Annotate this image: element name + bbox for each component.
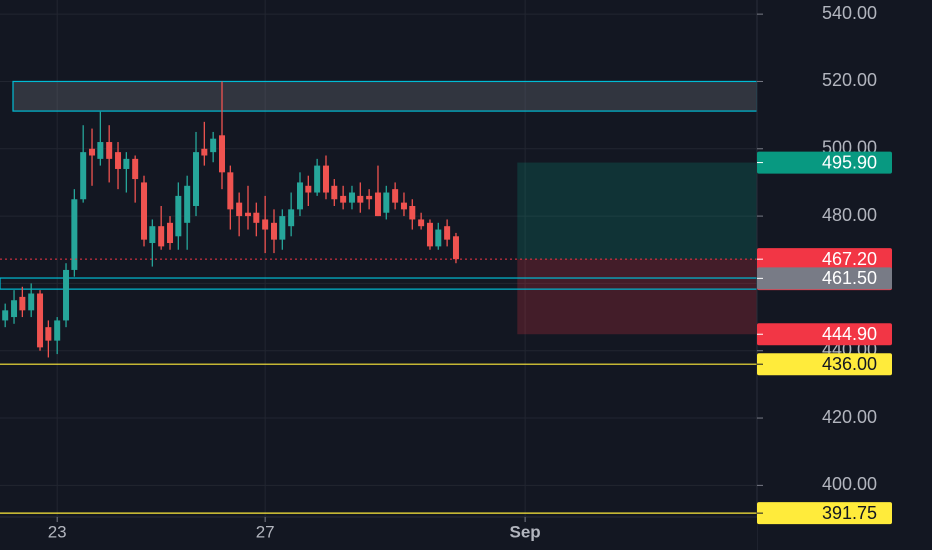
candle-body xyxy=(296,182,303,210)
candle-body xyxy=(331,185,338,200)
candle-body xyxy=(270,222,277,240)
candle-body xyxy=(435,229,442,247)
candle-body xyxy=(236,202,243,217)
price-label-box xyxy=(757,267,892,290)
candle-body xyxy=(314,165,321,193)
candle-body xyxy=(175,195,182,237)
candle-body xyxy=(392,189,399,203)
candle-body xyxy=(340,195,347,203)
candle-body xyxy=(400,202,407,210)
candle-body xyxy=(210,138,217,153)
candle-body xyxy=(184,185,191,223)
candle-body xyxy=(141,182,148,240)
y-tick-label: 540.00 xyxy=(822,3,877,23)
price-label-box xyxy=(757,323,892,346)
candle-body xyxy=(80,152,87,200)
candle-body xyxy=(383,192,390,213)
stop-area xyxy=(517,259,757,335)
candle-body xyxy=(348,192,355,203)
candle-body xyxy=(245,212,252,217)
candle-body xyxy=(37,293,44,348)
candle-body xyxy=(71,199,78,270)
candle-body xyxy=(89,148,96,156)
candle-body xyxy=(426,222,433,247)
x-tick-label: 23 xyxy=(48,522,67,541)
price-label-box xyxy=(757,151,892,174)
x-tick-label: 27 xyxy=(256,522,275,541)
y-tick-label: 480.00 xyxy=(822,205,877,225)
y-tick-label: 400.00 xyxy=(822,474,877,494)
candle-body xyxy=(45,327,52,341)
target-area xyxy=(517,162,757,260)
candle-body xyxy=(28,293,35,311)
price-label: 391.75 xyxy=(822,503,877,523)
x-tick-label: Sep xyxy=(510,522,541,541)
price-label: 444.90 xyxy=(822,324,877,344)
candle-body xyxy=(418,219,425,227)
candle-body xyxy=(279,216,286,240)
candle-body xyxy=(149,226,156,244)
candle-body xyxy=(132,158,139,180)
price-label: 467.20 xyxy=(822,249,877,269)
candle-body xyxy=(106,142,113,159)
candle-body xyxy=(262,219,269,230)
candle-body xyxy=(366,195,373,200)
price-label-box xyxy=(757,353,892,376)
candle-body xyxy=(19,296,26,311)
time-axis xyxy=(0,517,757,550)
candle-body xyxy=(452,236,459,260)
candle-body xyxy=(115,152,122,169)
candle-body xyxy=(97,142,104,159)
candle-body xyxy=(288,209,295,227)
candle-body xyxy=(11,300,18,318)
y-tick-label: 420.00 xyxy=(822,407,877,427)
zone xyxy=(12,80,758,112)
candle-body xyxy=(2,310,9,321)
candle-body xyxy=(227,172,234,210)
candle-body xyxy=(409,205,416,220)
candle-body xyxy=(305,185,312,193)
candle-body xyxy=(357,195,364,203)
price-label: 436.00 xyxy=(822,354,877,374)
price-label: 461.50 xyxy=(822,268,877,288)
candle-body xyxy=(193,152,200,206)
price-label-box xyxy=(757,502,892,525)
y-tick-label: 520.00 xyxy=(822,70,877,90)
candle-body xyxy=(201,148,208,156)
candle-body xyxy=(374,192,381,217)
candle-body xyxy=(54,320,61,341)
candle-body xyxy=(158,226,165,247)
candle-body xyxy=(322,165,329,193)
candle-body xyxy=(253,212,260,223)
price-label: 495.90 xyxy=(822,152,877,172)
candle-body xyxy=(63,269,70,321)
candle-body xyxy=(219,135,226,173)
candle-body xyxy=(123,158,130,169)
candle-body xyxy=(444,226,451,240)
candle-body xyxy=(167,222,174,244)
